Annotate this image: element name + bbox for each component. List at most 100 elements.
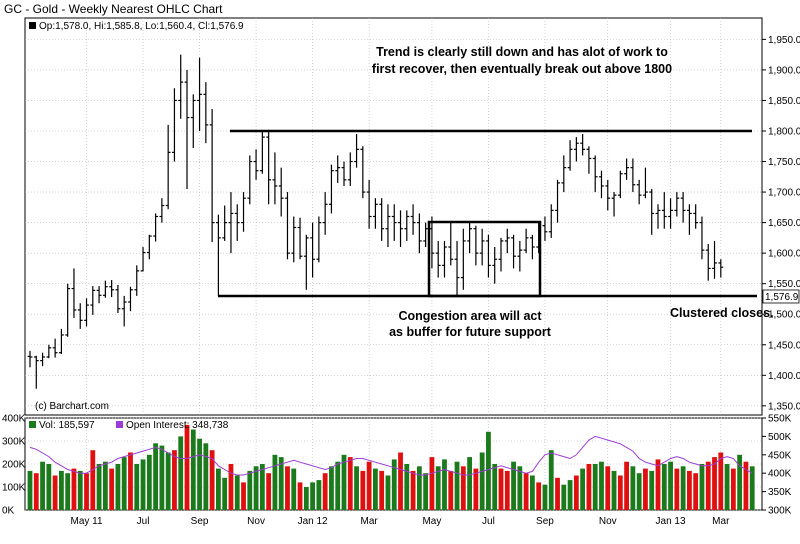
trend-annotation-line1: Trend is clearly still down and has alot… [376,45,668,59]
congestion-annotation-line1: Congestion area will act [398,309,542,323]
ohlc-bar [146,234,152,260]
price-tick-label: 1,700.0 [768,188,800,199]
ohlc-bar [303,234,309,290]
ohlc-bar [473,225,479,266]
volume-bar [241,482,246,510]
volume-bar [410,470,416,510]
x-tick-label: Sep [191,516,209,527]
volume-bar [693,473,699,510]
volume-tick-label: 100K [2,483,26,494]
ohlc-bar [718,259,724,278]
ohlc-bar [555,179,560,223]
ohlc-bar [530,234,535,260]
volume-bar [630,466,636,510]
ohlc-bar [687,204,692,235]
volume-bar [398,452,403,510]
volume-bar [561,484,567,510]
ohlc-bar [272,152,278,205]
volume-bar [536,482,542,510]
x-tick-label: Mar [712,516,730,527]
volume-bar [492,464,498,510]
ohlc-bar [222,205,228,241]
ohlc-bar [435,240,441,278]
ohlc-bar [429,216,435,269]
ohlc-bar [536,222,542,254]
volume-bar [548,450,554,510]
volume-bar [573,475,579,510]
x-tick-label: May 11 [70,516,102,527]
ohlc-bar [335,155,341,183]
volume-bar [272,454,278,510]
volume-bar [454,461,460,510]
volume-bar [316,480,322,510]
volume-bar [580,468,586,510]
price-tick-label: 1,950.0 [768,35,800,46]
volume-bar [146,454,152,510]
volume-bar [27,470,33,510]
x-tick-label: Jan 13 [656,516,686,527]
ohlc-bar [291,216,297,263]
volume-bar [636,473,642,510]
volume-bar [718,452,724,510]
price-tick-label: 1,550.0 [768,279,800,290]
oi-tick-label: 500K [768,432,792,443]
ohlc-bar [71,268,77,318]
price-tick-label: 1,450.0 [768,340,800,351]
volume-bar [705,461,711,510]
ohlc-bar [241,192,246,232]
volume-bar [730,468,736,510]
volume-tick-label: 0K [2,506,15,517]
volume-bar [737,454,743,510]
ohlc-bar [517,240,523,272]
volume-bar [52,475,58,510]
ohlc-bar [234,204,240,241]
volume-bars [27,424,755,510]
ohlc-bar [548,204,554,238]
volume-bar [347,457,353,510]
x-tick-label: Jul [137,516,150,527]
x-tick-label: Sep [536,516,554,527]
volume-bar [322,473,328,510]
volume-bar [84,473,89,510]
ohlc-bar [134,265,140,296]
ohlc-bar [630,158,636,193]
volume-bar [303,487,309,510]
volume-bar [479,452,485,510]
oi-legend-swatch [116,421,123,428]
ohlc-bar [40,352,45,367]
ohlc-bar [416,213,422,254]
volume-bar [423,473,429,510]
ohlc-bar [128,286,133,312]
volume-bar [473,468,479,510]
ohlc-bar [668,198,673,229]
volume-bar [385,475,391,510]
ohlc-legend-swatch [29,22,36,29]
volume-bar [197,438,202,510]
ohlc-bar [253,149,259,180]
volume-bar [172,450,177,510]
volume-bar [599,461,604,510]
volume-bar [329,466,334,510]
ohlc-bar [460,228,466,290]
ohlc-bar [586,146,592,174]
oi-tick-label: 550K [768,414,792,425]
ohlc-bar [391,204,397,241]
ohlc-bar [398,210,403,248]
volume-bar [65,473,71,510]
volume-bar [442,459,447,510]
ohlc-bar [467,222,472,254]
volume-bar [617,475,623,510]
ohlc-bar [209,109,215,243]
ohlc-bar [611,192,617,217]
ohlc-bar [655,204,661,229]
ohlc-bar [523,228,529,254]
open-interest-y-axis: 550K 500K 450K 400K 350K 300K [762,414,792,517]
ohlc-bar [580,134,586,156]
volume-bar [128,452,133,510]
volume-bar [266,473,272,510]
price-tick-label: 1,350.0 [768,401,800,412]
volume-bar [555,477,560,510]
volume-bar [253,466,259,510]
volume-bar [159,445,165,510]
price-tick-label: 1,800.0 [768,126,800,137]
